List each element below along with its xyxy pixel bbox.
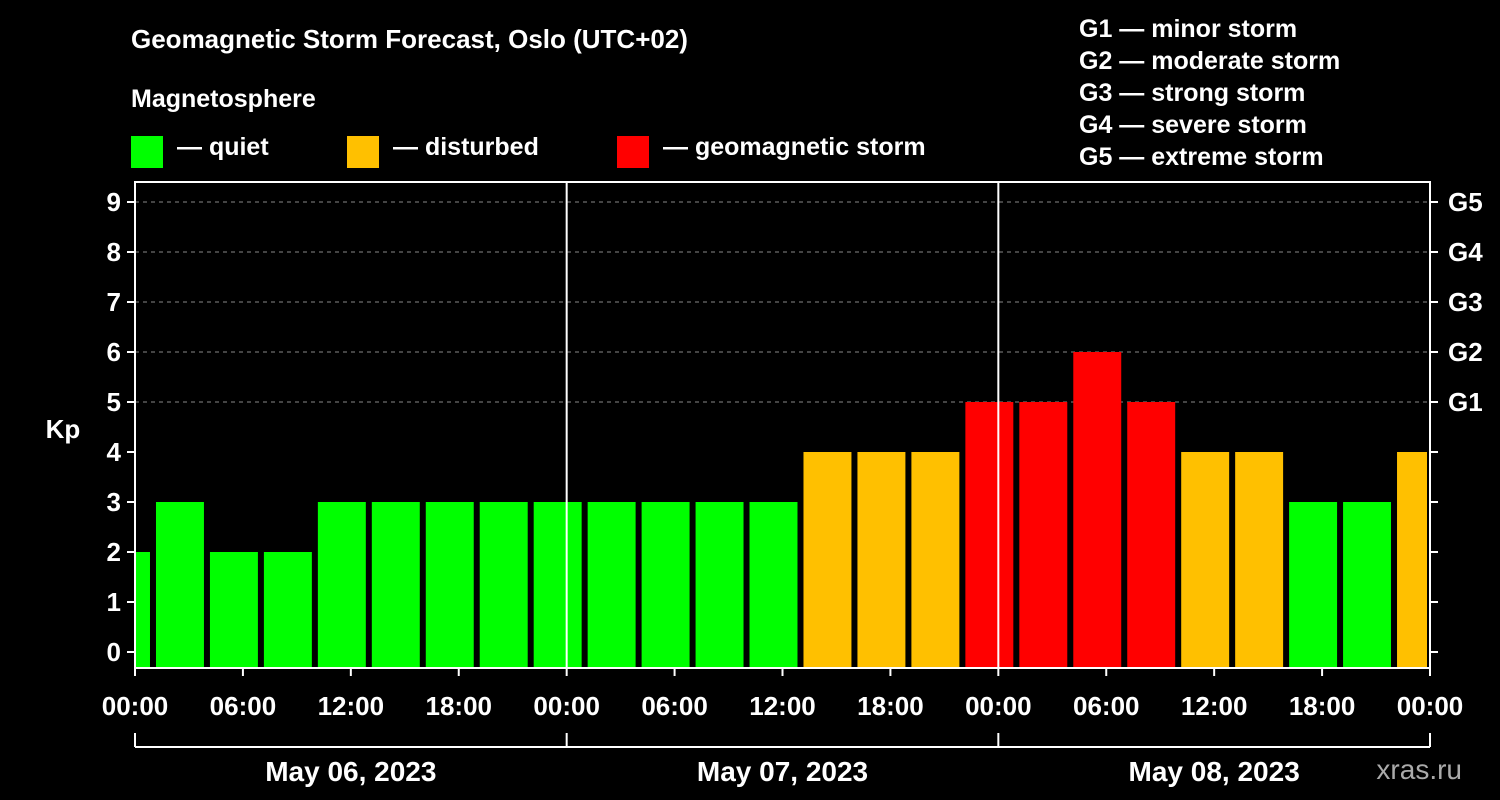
- bar-6: [425, 502, 474, 668]
- storm-level-legend: G1 — minor storm G2 — moderate storm G3 …: [1079, 13, 1340, 173]
- xtick-label-9: 06:00: [1073, 691, 1140, 721]
- legend-swatch-disturbed: [347, 136, 379, 168]
- date-label-2: May 08, 2023: [1129, 756, 1300, 787]
- xtick-label-7: 18:00: [857, 691, 924, 721]
- bar-3: [263, 552, 312, 668]
- legend-label-quiet: — quiet: [177, 133, 269, 161]
- legend-label-storm: — geomagnetic storm: [663, 133, 926, 161]
- bar-14: [857, 452, 906, 668]
- bar-24: [1397, 452, 1427, 668]
- storm-level-g2: G2 — moderate storm: [1079, 47, 1341, 75]
- xtick-label-10: 12:00: [1181, 691, 1248, 721]
- bar-15: [911, 452, 960, 668]
- ytick-label-4: 4: [107, 437, 122, 467]
- bar-1: [155, 502, 204, 668]
- legend-swatch-quiet: [131, 136, 163, 168]
- bar-0: [135, 552, 150, 668]
- bar-16: [965, 402, 1014, 668]
- xtick-label-8: 00:00: [965, 691, 1032, 721]
- right-tick-label-G3: G3: [1448, 287, 1483, 317]
- xtick-label-12: 00:00: [1397, 691, 1464, 721]
- xtick-label-3: 18:00: [426, 691, 493, 721]
- bar-5: [371, 502, 420, 668]
- bar-10: [641, 502, 690, 668]
- bar-21: [1235, 452, 1284, 668]
- xtick-label-11: 18:00: [1289, 691, 1356, 721]
- storm-level-g5: G5 — extreme storm: [1079, 143, 1324, 171]
- ytick-label-6: 6: [107, 337, 121, 367]
- ytick-label-7: 7: [107, 287, 121, 317]
- bar-18: [1073, 352, 1122, 668]
- xtick-label-2: 12:00: [318, 691, 385, 721]
- storm-level-g1: G1 — minor storm: [1079, 15, 1298, 43]
- bar-2: [209, 552, 258, 668]
- ytick-label-2: 2: [107, 537, 121, 567]
- watermark: xras.ru: [1376, 754, 1462, 785]
- ytick-label-1: 1: [107, 587, 121, 617]
- bar-7: [479, 502, 528, 668]
- bar-12: [749, 502, 798, 668]
- bar-17: [1019, 402, 1068, 668]
- chart-title: Geomagnetic Storm Forecast, Oslo (UTC+02…: [131, 24, 688, 54]
- xtick-label-5: 06:00: [641, 691, 708, 721]
- y-axis-label: Kp: [46, 414, 81, 444]
- bar-9: [587, 502, 636, 668]
- ytick-label-5: 5: [107, 387, 121, 417]
- xtick-label-0: 00:00: [102, 691, 169, 721]
- right-tick-label-G1: G1: [1448, 387, 1483, 417]
- ytick-label-0: 0: [107, 637, 121, 667]
- xtick-label-6: 12:00: [749, 691, 816, 721]
- ytick-label-3: 3: [107, 487, 121, 517]
- bar-8: [533, 502, 582, 668]
- bar-13: [803, 452, 852, 668]
- right-tick-label-G5: G5: [1448, 187, 1483, 217]
- bar-23: [1343, 502, 1392, 668]
- storm-level-g3: G3 — strong storm: [1079, 79, 1306, 107]
- magnetosphere-heading: Magnetosphere: [131, 85, 316, 113]
- ytick-label-9: 9: [107, 187, 121, 217]
- bar-22: [1289, 502, 1338, 668]
- bar-4: [317, 502, 366, 668]
- legend-label-disturbed: — disturbed: [393, 133, 539, 161]
- xtick-label-4: 00:00: [533, 691, 600, 721]
- date-label-1: May 07, 2023: [697, 756, 868, 787]
- xtick-label-1: 06:00: [210, 691, 277, 721]
- bar-11: [695, 502, 744, 668]
- right-tick-label-G4: G4: [1448, 237, 1483, 267]
- ytick-label-8: 8: [107, 237, 121, 267]
- date-label-0: May 06, 2023: [265, 756, 436, 787]
- legend-swatch-storm: [617, 136, 649, 168]
- storm-level-g4: G4 — severe storm: [1079, 111, 1307, 139]
- right-tick-label-G2: G2: [1448, 337, 1483, 367]
- bar-19: [1127, 402, 1176, 668]
- bar-20: [1181, 452, 1230, 668]
